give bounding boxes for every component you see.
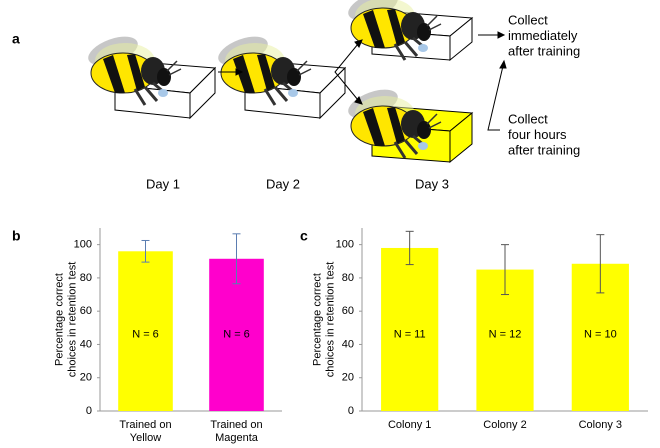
x-tick-label: Colony 2 <box>483 419 526 431</box>
y-tick-label: 60 <box>342 305 354 317</box>
bar <box>118 251 173 411</box>
outcome-label: Collect four hours after training <box>508 112 580 158</box>
bar <box>381 247 439 411</box>
y-tick-label: 80 <box>342 272 354 284</box>
y-tick-label: 40 <box>342 338 354 350</box>
y-tick-label: 100 <box>74 239 92 251</box>
y-tick-label: 20 <box>342 372 354 384</box>
panel-label: c <box>300 228 308 244</box>
y-tick-label: 80 <box>80 272 92 284</box>
panel-label: b <box>12 228 21 244</box>
day-label: Day 2 <box>266 176 300 191</box>
y-tick-label: 20 <box>80 372 92 384</box>
bar-annotation: N = 6 <box>132 328 159 340</box>
day-label: Day 3 <box>415 176 449 191</box>
x-tick-label: Colony 1 <box>388 419 431 431</box>
x-tick-label: Colony 3 <box>579 419 622 431</box>
y-tick-label: 0 <box>348 405 354 417</box>
arrows <box>218 31 507 131</box>
y-axis-label: Percentage correctchoices in retention t… <box>53 262 78 378</box>
x-tick-label: Trained on Magenta <box>210 419 262 444</box>
bar-annotation: N = 12 <box>489 328 522 340</box>
outcome-label: Collect immediately after training <box>508 13 580 59</box>
bar-annotation: N = 10 <box>584 328 617 340</box>
y-axis-label: Percentage correctchoices in retention t… <box>311 262 336 378</box>
y-tick-label: 60 <box>80 305 92 317</box>
y-tick-label: 0 <box>86 405 92 417</box>
y-tick-label: 40 <box>80 338 92 350</box>
y-tick-label: 100 <box>336 239 354 251</box>
panel-label: a <box>12 31 20 47</box>
bar-annotation: N = 6 <box>223 328 250 340</box>
bar-annotation: N = 11 <box>394 328 426 340</box>
day-label: Day 1 <box>146 176 180 191</box>
x-tick-label: Trained on Yellow <box>119 419 171 444</box>
